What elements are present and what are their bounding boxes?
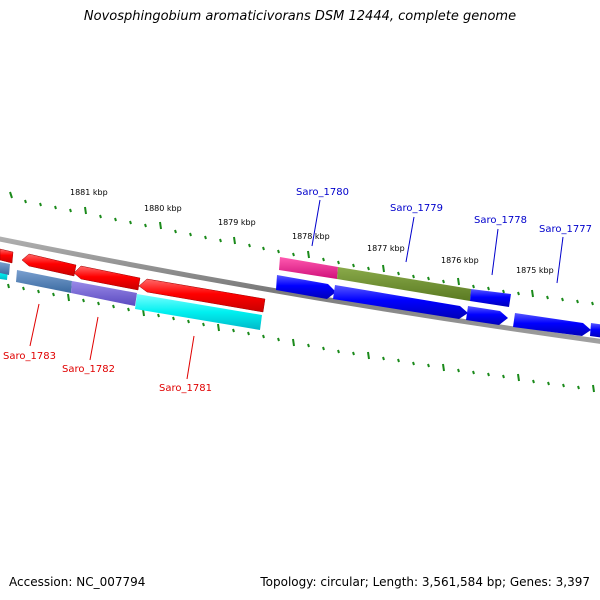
gene-label-saro-1781[interactable]: Saro_1781	[159, 383, 212, 394]
gene-arrow[interactable]	[0, 248, 14, 264]
gene-label-saro-1783[interactable]: Saro_1783	[3, 351, 56, 362]
reverse-genes	[0, 248, 266, 313]
genome-backbone	[0, 236, 600, 344]
gene-arrow[interactable]	[138, 278, 266, 313]
gene-arrow[interactable]	[135, 294, 262, 330]
gene-label-saro-1777[interactable]: Saro_1777	[539, 224, 592, 235]
gene-arrow[interactable]	[470, 289, 511, 307]
kbp-label: 1876 kbp	[441, 256, 479, 265]
kbp-label: 1881 kbp	[70, 188, 108, 197]
gene-arrow[interactable]	[73, 265, 141, 291]
genome-title: Novosphingobium aromaticivorans DSM 1244…	[83, 9, 517, 24]
gene-arrow[interactable]	[333, 285, 468, 319]
kbp-label: 1879 kbp	[218, 218, 256, 227]
reverse-gene-overlays	[0, 262, 262, 330]
gene-arrow[interactable]	[71, 281, 137, 306]
forward-genes	[276, 257, 600, 338]
accession-text: Accession: NC_007794	[9, 575, 146, 589]
gene-label-saro-1779[interactable]: Saro_1779	[390, 203, 443, 214]
gene-label-saro-1780[interactable]: Saro_1780	[296, 187, 349, 198]
gene-arrow[interactable]	[276, 275, 336, 299]
gene-arrow[interactable]	[279, 257, 338, 279]
gene-labels: Saro_1783 Saro_1782 Saro_1781 Saro_1780 …	[3, 187, 592, 394]
gene-arrow[interactable]	[337, 267, 471, 301]
inner-tick-track	[7, 283, 595, 393]
gene-arrow[interactable]	[590, 323, 600, 338]
genome-summary-text: Topology: circular; Length: 3,561,584 bp…	[260, 575, 590, 589]
gene-arrow[interactable]	[513, 313, 591, 336]
gene-label-saro-1778[interactable]: Saro_1778	[474, 215, 527, 226]
gene-label-saro-1782[interactable]: Saro_1782	[62, 364, 115, 375]
gene-leader-lines	[29, 199, 564, 380]
kbp-label: 1875 kbp	[516, 266, 554, 275]
kbp-labels: 1881 kbp 1880 kbp 1879 kbp 1878 kbp 1877…	[70, 188, 554, 275]
kbp-label: 1878 kbp	[292, 232, 330, 241]
gene-arrow[interactable]	[466, 306, 508, 325]
kbp-label: 1877 kbp	[367, 244, 405, 253]
kbp-label: 1880 kbp	[144, 204, 182, 213]
gene-arrow[interactable]	[16, 270, 72, 293]
gene-arrow[interactable]	[0, 262, 10, 275]
gene-arrow[interactable]	[21, 253, 77, 277]
outer-tick-track	[9, 191, 594, 306]
